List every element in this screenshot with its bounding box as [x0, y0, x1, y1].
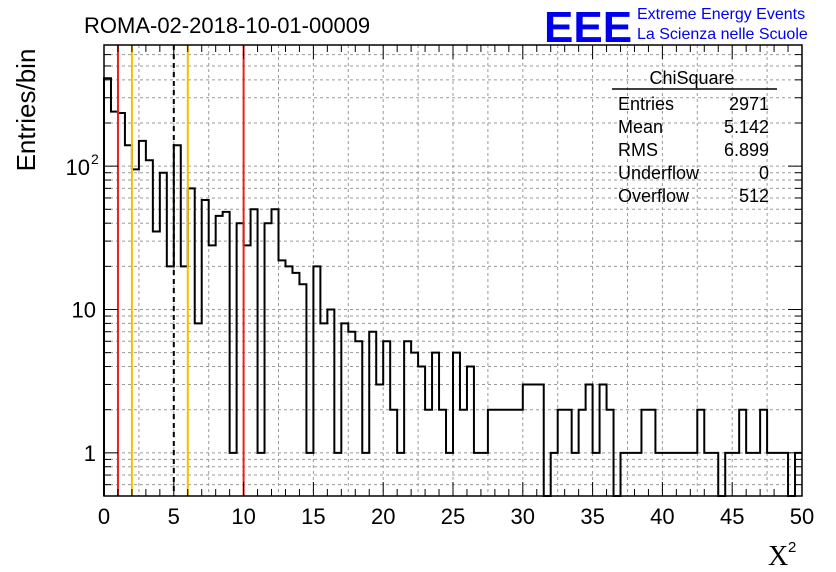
axes: [103, 44, 803, 497]
histogram-bin: [404, 341, 411, 496]
histogram-bin: [104, 78, 111, 496]
eee-logo: EEE Extreme Energy Events La Scienza nel…: [544, 3, 808, 52]
histogram-bin: [285, 266, 292, 496]
stats-value: 5.142: [724, 117, 769, 137]
x-tick-label: 30: [511, 504, 535, 529]
histogram-bin: [132, 169, 139, 496]
logo-line1: Extreme Energy Events: [637, 6, 805, 23]
histogram-bin: [181, 266, 188, 496]
x-tick-label: 20: [371, 504, 395, 529]
stats-label: RMS: [618, 140, 658, 160]
histogram-bin: [586, 384, 593, 496]
x-tick-label: 40: [650, 504, 674, 529]
x-tick-label: 5: [168, 504, 180, 529]
histogram-bin: [432, 353, 439, 496]
y-tick-label-sup: 2: [91, 151, 99, 167]
stats-box: ChiSquare Entries 2971 Mean 5.142 RMS 6.899 Un…: [612, 68, 777, 206]
histogram-bin: [383, 341, 390, 496]
histogram-outline: [103, 77, 802, 497]
stats-value: 0: [759, 163, 769, 183]
histogram-bin: [265, 223, 272, 496]
histogram-bin: [202, 200, 209, 496]
histogram-bin: [369, 332, 376, 496]
x-tick-label: 45: [720, 504, 744, 529]
histogram-bin: [160, 173, 167, 496]
x-axis-label: X 2: [768, 539, 796, 572]
x-tick-label: 35: [580, 504, 604, 529]
chart-title: ROMA-02-2018-10-01-00009: [84, 13, 370, 38]
stats-rows: Entries 2971 Mean 5.142 RMS 6.899 Underflow 0 Ov…: [618, 94, 769, 206]
histogram-bin: [348, 332, 355, 496]
stats-label: Mean: [618, 117, 663, 137]
logo-eee: EEE: [544, 3, 632, 52]
reference-lines: [116, 45, 245, 496]
histogram-bin: [167, 266, 174, 496]
x-axis-label-main: X: [768, 541, 788, 572]
histogram-bin: [411, 353, 418, 496]
histogram-series: [103, 77, 802, 497]
x-tick-label: 10: [231, 504, 255, 529]
x-tick-label: 25: [441, 504, 465, 529]
x-tick-label: 15: [301, 504, 325, 529]
histogram-bin: [223, 212, 230, 496]
histogram-bin: [244, 245, 251, 496]
histogram-bin: [467, 367, 474, 496]
histogram-bin: [118, 113, 125, 496]
histogram-bin: [209, 245, 216, 496]
histogram-bin: [530, 384, 537, 496]
histogram-bin: [146, 160, 153, 496]
histogram-bin: [111, 112, 118, 496]
histogram-bin: [523, 384, 530, 496]
histogram-bin: [418, 367, 425, 496]
histogram-bin: [313, 266, 320, 496]
histogram-bin: [376, 384, 383, 496]
histogram-bin: [188, 188, 195, 496]
histogram-bin: [153, 232, 160, 496]
logo-line2: La Scienza nelle Scuole: [637, 26, 808, 43]
histogram-bin: [237, 223, 244, 496]
histogram-bin: [453, 353, 460, 496]
stats-label: Entries: [618, 94, 674, 114]
x-tick-label: 0: [98, 504, 110, 529]
y-tick-label: 10: [72, 297, 96, 322]
stats-value: 2971: [729, 94, 769, 114]
stats-value: 6.899: [724, 140, 769, 160]
x-tick-label: 50: [790, 504, 814, 529]
x-tick-labels: 0 5 10 15 20 25 30 35 40 45 50: [98, 504, 814, 529]
histogram-bin: [537, 384, 544, 496]
stats-label: Underflow: [618, 163, 700, 183]
y-tick-label: 1: [84, 441, 96, 466]
histogram-bin: [216, 216, 223, 496]
y-tick-label: 10: [66, 155, 90, 180]
histogram-bin: [327, 309, 334, 496]
stats-value: 512: [739, 186, 769, 206]
stats-title: ChiSquare: [649, 68, 734, 88]
x-axis-label-sup: 2: [788, 539, 796, 556]
histogram-bin: [355, 341, 362, 496]
histogram-bin: [139, 141, 146, 496]
histogram-bin: [600, 384, 607, 496]
y-axis-label: Entries/bin: [11, 49, 41, 172]
stats-label: Overflow: [618, 186, 690, 206]
histogram-bin: [279, 260, 286, 496]
